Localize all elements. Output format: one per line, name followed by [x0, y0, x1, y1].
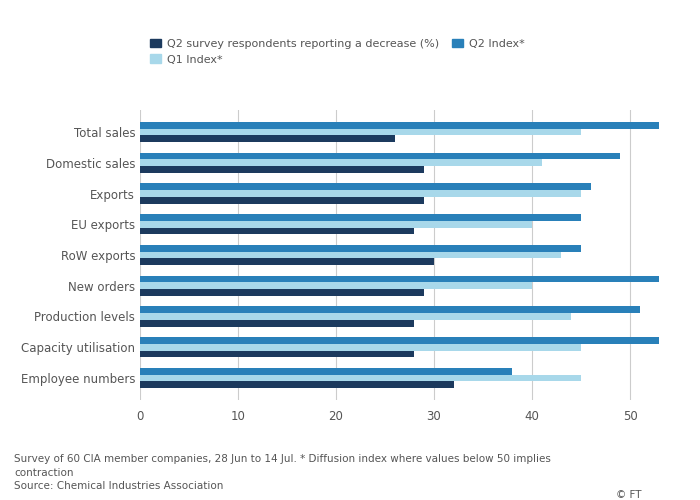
- Bar: [140, 160, 542, 166]
- Bar: [140, 190, 581, 197]
- Bar: [140, 184, 591, 190]
- Bar: [140, 344, 581, 350]
- Bar: [140, 214, 581, 221]
- Bar: [140, 306, 640, 313]
- Bar: [140, 382, 454, 388]
- Bar: [140, 350, 414, 358]
- Bar: [140, 337, 659, 344]
- Text: Survey of 60 CIA member companies, 28 Jun to 14 Jul. * Diffusion index where val: Survey of 60 CIA member companies, 28 Ju…: [14, 454, 551, 464]
- Bar: [140, 289, 424, 296]
- Legend: Q2 survey respondents reporting a decrease (%), Q1 Index*, Q2 Index*: Q2 survey respondents reporting a decrea…: [146, 34, 529, 69]
- Bar: [140, 122, 659, 128]
- Bar: [140, 228, 414, 234]
- Bar: [140, 221, 532, 228]
- Bar: [140, 252, 561, 258]
- Bar: [140, 128, 581, 136]
- Bar: [140, 136, 395, 142]
- Bar: [140, 374, 581, 382]
- Bar: [140, 313, 571, 320]
- Text: Source: Chemical Industries Association: Source: Chemical Industries Association: [14, 481, 223, 491]
- Bar: [140, 282, 532, 289]
- Bar: [140, 166, 424, 173]
- Bar: [140, 152, 620, 160]
- Bar: [140, 245, 581, 252]
- Bar: [140, 320, 414, 326]
- Bar: [140, 276, 659, 282]
- Text: © FT: © FT: [616, 490, 641, 500]
- Text: contraction: contraction: [14, 468, 74, 478]
- Bar: [140, 368, 512, 374]
- Bar: [140, 258, 434, 265]
- Bar: [140, 197, 424, 203]
